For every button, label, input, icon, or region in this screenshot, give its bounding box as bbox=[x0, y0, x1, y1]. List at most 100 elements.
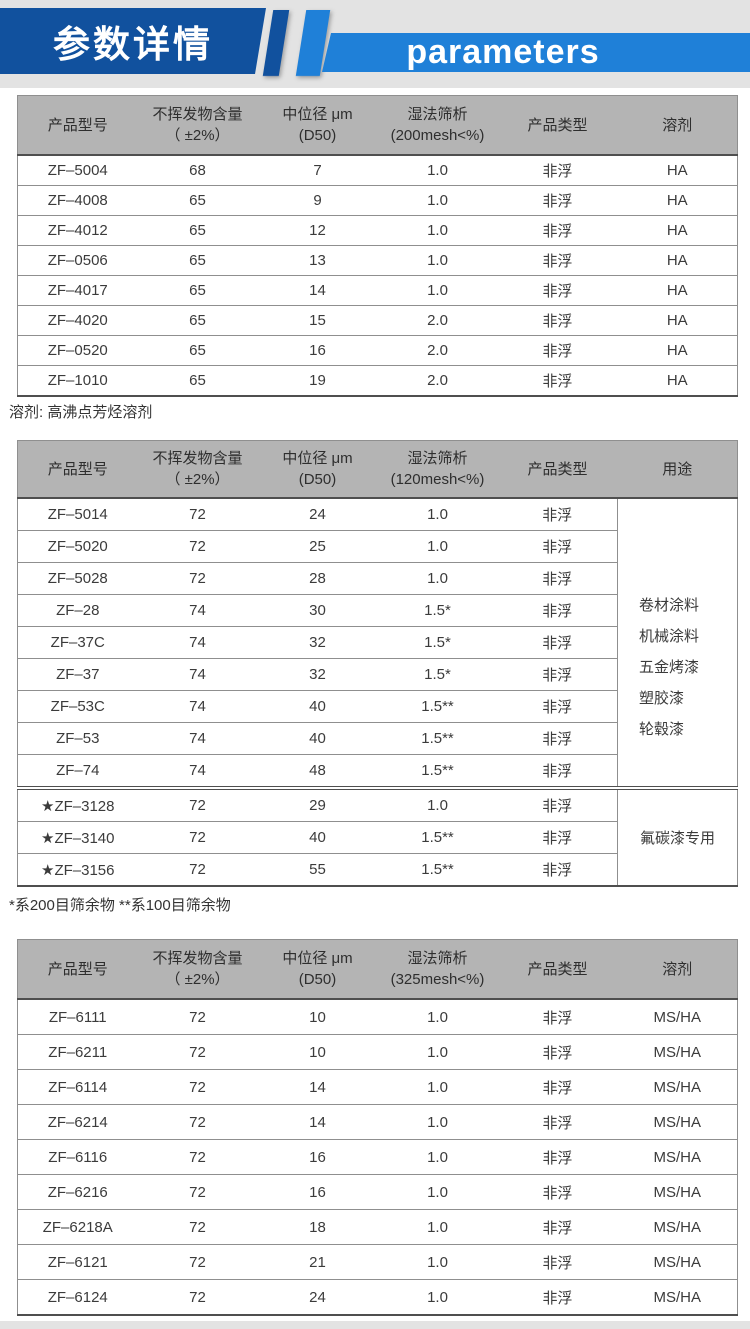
cell: MS/HA bbox=[617, 1174, 738, 1210]
cell: 10 bbox=[257, 1034, 378, 1070]
cell: 非浮 bbox=[497, 1244, 618, 1280]
cell: 1.0 bbox=[377, 155, 498, 186]
table-row: ZF–53C 74 40 1.5** 非浮 bbox=[17, 690, 738, 723]
usage-line: 机械涂料 bbox=[639, 628, 700, 645]
cell: MS/HA bbox=[617, 1244, 738, 1280]
page-title-en: parameters bbox=[406, 33, 600, 71]
cell: ZF–6211 bbox=[17, 1034, 138, 1070]
table-row: ★ZF–3140 72 40 1.5** 非浮 bbox=[17, 821, 738, 854]
header-row: 产品型号 不挥发物含量（ ±2%） 中位径 μm (D50) 湿法筛析 (120mesh<… bbox=[17, 440, 738, 499]
column-header: 产品型号 bbox=[17, 95, 138, 156]
cell: 40 bbox=[257, 722, 378, 755]
cell: 非浮 bbox=[497, 853, 618, 887]
cell: 65 bbox=[137, 335, 258, 366]
cell: MS/HA bbox=[617, 1104, 738, 1140]
cell: 1.0 bbox=[377, 215, 498, 246]
column-header: 产品类型 bbox=[497, 440, 618, 499]
cell: 74 bbox=[137, 754, 258, 789]
cell: 1.0 bbox=[377, 786, 498, 822]
cell: 12 bbox=[257, 215, 378, 246]
table-row: ZF–6111 72 10 1.0 非浮 MS/HA bbox=[17, 999, 738, 1035]
cell: 1.0 bbox=[377, 245, 498, 276]
cell: HA bbox=[617, 155, 738, 186]
content: 产品型号 不挥发物含量（ ±2%） 中位径 μm (D50) 湿法筛析 (200mesh<… bbox=[0, 88, 750, 1316]
column-header: 产品类型 bbox=[497, 939, 618, 1000]
cell: HA bbox=[617, 245, 738, 276]
cell: 16 bbox=[257, 335, 378, 366]
cell: 非浮 bbox=[497, 1209, 618, 1245]
column-header: 湿法筛析 (120mesh<%) bbox=[377, 440, 498, 499]
cell: 74 bbox=[137, 658, 258, 691]
cell: 74 bbox=[137, 594, 258, 627]
cell: 非浮 bbox=[497, 305, 618, 336]
cell: 非浮 bbox=[497, 821, 618, 854]
cell: 1.5** bbox=[377, 722, 498, 755]
cell: 非浮 bbox=[497, 498, 618, 531]
cell: 24 bbox=[257, 498, 378, 531]
usage-line: 轮毂漆 bbox=[639, 721, 685, 738]
cell: 72 bbox=[137, 1209, 258, 1245]
cell: ZF–5004 bbox=[17, 155, 138, 186]
cell: ZF–5028 bbox=[17, 562, 138, 595]
cell: 14 bbox=[257, 1104, 378, 1140]
cell: 72 bbox=[137, 1279, 258, 1316]
cell: 68 bbox=[137, 155, 258, 186]
cell: 1.0 bbox=[377, 1174, 498, 1210]
cell: 24 bbox=[257, 1279, 378, 1316]
cell: HA bbox=[617, 185, 738, 216]
column-header: 不挥发物含量（ ±2%） bbox=[137, 939, 258, 1000]
cell: 16 bbox=[257, 1174, 378, 1210]
cell: HA bbox=[617, 305, 738, 336]
cell: 7 bbox=[257, 155, 378, 186]
cell: 1.5** bbox=[377, 853, 498, 887]
cell: 72 bbox=[137, 1104, 258, 1140]
cell: 非浮 bbox=[497, 722, 618, 755]
cell: MS/HA bbox=[617, 1209, 738, 1245]
column-header: 溶剂 bbox=[617, 939, 738, 1000]
table-row: ZF–4020 65 15 2.0 非浮 HA bbox=[17, 305, 738, 336]
table-row: ZF–6211 72 10 1.0 非浮 MS/HA bbox=[17, 1034, 738, 1070]
cell: ZF–6218A bbox=[17, 1209, 138, 1245]
cell: ★ZF–3140 bbox=[17, 821, 138, 854]
column-header: 用途 bbox=[617, 440, 738, 499]
cell: 非浮 bbox=[497, 562, 618, 595]
cell: 非浮 bbox=[497, 1104, 618, 1140]
cell: 40 bbox=[257, 690, 378, 723]
cell: 非浮 bbox=[497, 275, 618, 306]
sieve-residue-note: *系200目筛余物 **系100目筛余物 bbox=[9, 897, 231, 914]
table-row: ZF–4012 65 12 1.0 非浮 HA bbox=[17, 215, 738, 246]
cell: ZF–37 bbox=[17, 658, 138, 691]
cell: 72 bbox=[137, 498, 258, 531]
cell: ZF–53C bbox=[17, 690, 138, 723]
banner-title-cn: 参数详情 bbox=[0, 8, 266, 74]
cell: 48 bbox=[257, 754, 378, 789]
column-header: 产品类型 bbox=[497, 95, 618, 156]
table-row: ZF–5020 72 25 1.0 非浮 bbox=[17, 530, 738, 563]
cell: 1.5* bbox=[377, 658, 498, 691]
cell: ZF–4012 bbox=[17, 215, 138, 246]
table-row: ZF–0520 65 16 2.0 非浮 HA bbox=[17, 335, 738, 366]
table-head: 产品型号 不挥发物含量（ ±2%） 中位径 μm (D50) 湿法筛析 (120mesh<… bbox=[17, 440, 738, 499]
cell: 2.0 bbox=[377, 365, 498, 397]
cell: 非浮 bbox=[497, 1174, 618, 1210]
cell: ZF–6111 bbox=[17, 999, 138, 1035]
cell: MS/HA bbox=[617, 1069, 738, 1105]
product-table-325mesh: 产品型号 不挥发物含量（ ±2%） 中位径 μm (D50) 湿法筛析 (325mesh<… bbox=[17, 939, 738, 1316]
cell: 28 bbox=[257, 562, 378, 595]
cell: 72 bbox=[137, 530, 258, 563]
cell: 65 bbox=[137, 245, 258, 276]
cell: 65 bbox=[137, 365, 258, 397]
bottom-background bbox=[0, 1321, 750, 1329]
usage-line: 塑胶漆 bbox=[639, 690, 685, 707]
table-row: ZF–37 74 32 1.5* 非浮 bbox=[17, 658, 738, 691]
cell: HA bbox=[617, 365, 738, 397]
product-table-120mesh: 产品型号 不挥发物含量（ ±2%） 中位径 μm (D50) 湿法筛析 (120mesh<… bbox=[17, 440, 738, 887]
cell: 1.0 bbox=[377, 530, 498, 563]
cell: 1.0 bbox=[377, 185, 498, 216]
cell: MS/HA bbox=[617, 999, 738, 1035]
table-row: ZF–6124 72 24 1.0 非浮 MS/HA bbox=[17, 1279, 738, 1316]
cell: 25 bbox=[257, 530, 378, 563]
cell: 18 bbox=[257, 1209, 378, 1245]
table-row: ZF–6214 72 14 1.0 非浮 MS/HA bbox=[17, 1104, 738, 1140]
